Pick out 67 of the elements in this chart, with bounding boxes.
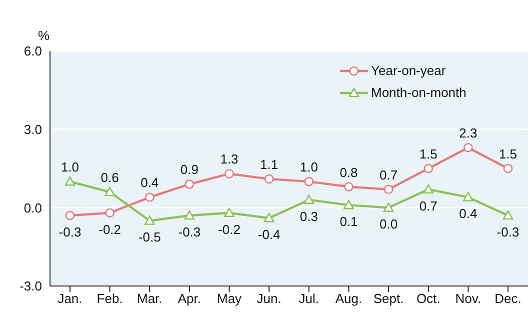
data-label: 0.7 bbox=[380, 167, 398, 182]
point bbox=[503, 164, 513, 174]
point bbox=[384, 184, 394, 194]
point bbox=[464, 142, 473, 152]
x-tick-label: Oct. bbox=[416, 291, 440, 306]
data-label: -0.4 bbox=[258, 227, 280, 242]
point bbox=[304, 176, 314, 186]
legend-label: Month-on-month bbox=[371, 84, 466, 102]
y-tick-label: 6.0 bbox=[24, 44, 42, 59]
x-tick-label: Mar. bbox=[136, 291, 162, 306]
x-tick-label: Apr. bbox=[178, 291, 202, 306]
point bbox=[144, 216, 155, 225]
y-tick-label: 0.0 bbox=[24, 200, 42, 216]
point bbox=[184, 180, 194, 189]
data-label: -0.3 bbox=[58, 224, 82, 240]
point bbox=[224, 208, 234, 218]
y-tick-label: 3.0 bbox=[24, 122, 42, 137]
point bbox=[424, 164, 434, 174]
x-tick-label: Dec. bbox=[494, 291, 522, 306]
data-label: 1.3 bbox=[220, 152, 238, 167]
data-label: 1.5 bbox=[498, 146, 518, 162]
x-tick-label: Nov. bbox=[455, 291, 482, 306]
point bbox=[224, 169, 234, 178]
data-label: 0.1 bbox=[340, 214, 358, 230]
data-label: -0.2 bbox=[98, 222, 122, 237]
x-tick-label: Jun. bbox=[256, 291, 282, 306]
point bbox=[144, 192, 154, 202]
data-label: -0.3 bbox=[178, 224, 201, 240]
data-label: -0.2 bbox=[218, 222, 240, 237]
x-tick-label: Feb. bbox=[96, 291, 123, 306]
data-label: 2.3 bbox=[459, 126, 478, 141]
data-label: 1.1 bbox=[260, 156, 278, 172]
y-tick-label: -3.0 bbox=[20, 278, 42, 294]
x-tick-label: Jan. bbox=[58, 291, 82, 306]
data-label: 0.0 bbox=[380, 216, 398, 232]
point bbox=[264, 212, 274, 222]
data-label: -0.3 bbox=[496, 224, 520, 240]
data-label: -0.5 bbox=[138, 230, 161, 245]
data-label: 0.8 bbox=[340, 164, 358, 180]
data-label: 0.4 bbox=[140, 175, 159, 190]
data-label: 1.0 bbox=[300, 160, 318, 175]
point bbox=[423, 184, 434, 194]
point bbox=[184, 210, 195, 220]
point bbox=[502, 210, 514, 220]
data-label: 0.3 bbox=[300, 208, 318, 224]
point bbox=[383, 202, 394, 212]
data-label: 0.7 bbox=[419, 198, 438, 214]
point bbox=[463, 192, 474, 202]
x-tick-label: May bbox=[216, 291, 242, 306]
point bbox=[344, 182, 354, 192]
data-label: 0.6 bbox=[100, 170, 119, 185]
point bbox=[104, 186, 115, 196]
data-label: 0.9 bbox=[180, 162, 198, 178]
point bbox=[105, 208, 114, 218]
x-tick-label: Aug. bbox=[335, 291, 362, 306]
y-axis-title: % bbox=[38, 28, 50, 43]
point bbox=[64, 176, 76, 186]
data-label: 1.0 bbox=[60, 160, 80, 175]
point bbox=[65, 210, 75, 220]
point bbox=[344, 200, 354, 210]
data-label: 0.4 bbox=[459, 206, 478, 222]
data-label: 1.5 bbox=[419, 146, 438, 162]
point bbox=[264, 174, 274, 184]
x-tick-label: Sept. bbox=[373, 291, 404, 306]
legend-label: Year-on-year bbox=[371, 62, 446, 80]
point bbox=[304, 194, 314, 204]
x-tick-label: Jul. bbox=[298, 291, 320, 306]
